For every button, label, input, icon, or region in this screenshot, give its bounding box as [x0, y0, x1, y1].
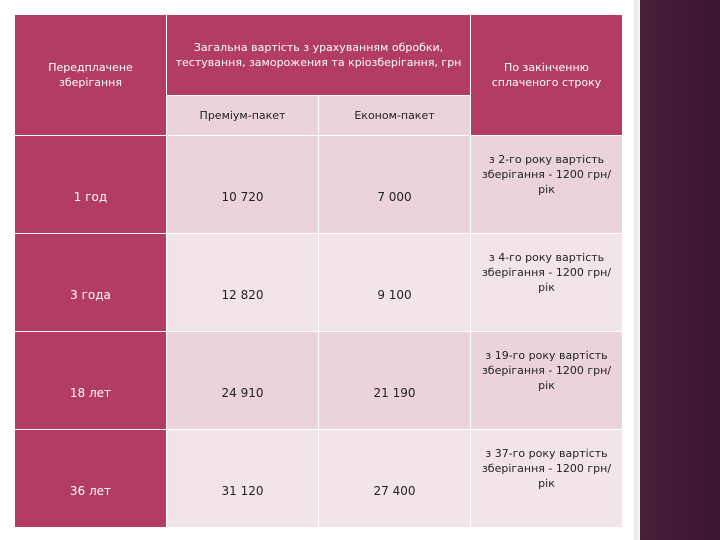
period-cell: 3 года — [14, 233, 167, 332]
premium-price: 31 120 — [221, 483, 264, 498]
table-row: 3 года 12 820 9 100 з 4-го року вартість… — [14, 233, 623, 332]
economy-cell: 27 400 — [318, 429, 471, 528]
period-cell: 36 лет — [14, 429, 167, 528]
after-period-note: з 19-го року вартість зберігання - 1200 … — [481, 349, 612, 392]
premium-price: 24 910 — [221, 385, 264, 400]
subheader-premium: Преміум-пакет — [166, 95, 319, 136]
economy-cell: 21 190 — [318, 331, 471, 430]
header-total-cost: Загальна вартість з урахуванням обробки,… — [166, 14, 471, 96]
period-label: 1 год — [73, 189, 108, 204]
subheader-row: Преміум-пакет Економ-пакет — [15, 95, 623, 136]
premium-cell: 24 910 — [166, 331, 319, 430]
pricing-table: Передплачене зберігання Загальна вартіст… — [14, 14, 623, 528]
subheader-economy: Економ-пакет — [318, 95, 471, 136]
header-row: Передплачене зберігання Загальна вартіст… — [14, 14, 623, 136]
note-cell: з 19-го року вартість зберігання - 1200 … — [470, 331, 623, 430]
premium-price: 12 820 — [221, 287, 264, 302]
side-stripe — [640, 0, 720, 540]
note-cell: з 4-го року вартість зберігання - 1200 г… — [470, 233, 623, 332]
economy-price: 7 000 — [377, 189, 412, 204]
period-label: 3 года — [70, 287, 111, 302]
premium-price: 10 720 — [221, 189, 264, 204]
header-prepaid-storage: Передплачене зберігання — [14, 14, 167, 136]
economy-cell: 7 000 — [318, 135, 471, 234]
header-after-period: По закінченню сплаченого строку — [470, 14, 623, 136]
premium-cell: 10 720 — [166, 135, 319, 234]
period-label: 36 лет — [69, 483, 112, 498]
economy-price: 21 190 — [373, 385, 416, 400]
period-label: 18 лет — [69, 385, 112, 400]
slide-edge — [634, 0, 640, 540]
premium-cell: 12 820 — [166, 233, 319, 332]
period-cell: 18 лет — [14, 331, 167, 430]
table-row: 18 лет 24 910 21 190 з 19-го року вартіс… — [14, 331, 623, 430]
premium-cell: 31 120 — [166, 429, 319, 528]
table-row: 1 год 10 720 7 000 з 2-го року вартість … — [14, 135, 623, 234]
after-period-note: з 2-го року вартість зберігання - 1200 г… — [481, 153, 612, 196]
after-period-note: з 37-го року вартість зберігання - 1200 … — [481, 447, 612, 490]
note-cell: з 2-го року вартість зберігання - 1200 г… — [470, 135, 623, 234]
economy-price: 9 100 — [377, 287, 412, 302]
table-row: 36 лет 31 120 27 400 з 37-го року вартіс… — [14, 429, 623, 528]
economy-cell: 9 100 — [318, 233, 471, 332]
economy-price: 27 400 — [373, 483, 416, 498]
after-period-note: з 4-го року вартість зберігання - 1200 г… — [481, 251, 612, 294]
note-cell: з 37-го року вартість зберігання - 1200 … — [470, 429, 623, 528]
period-cell: 1 год — [14, 135, 167, 234]
